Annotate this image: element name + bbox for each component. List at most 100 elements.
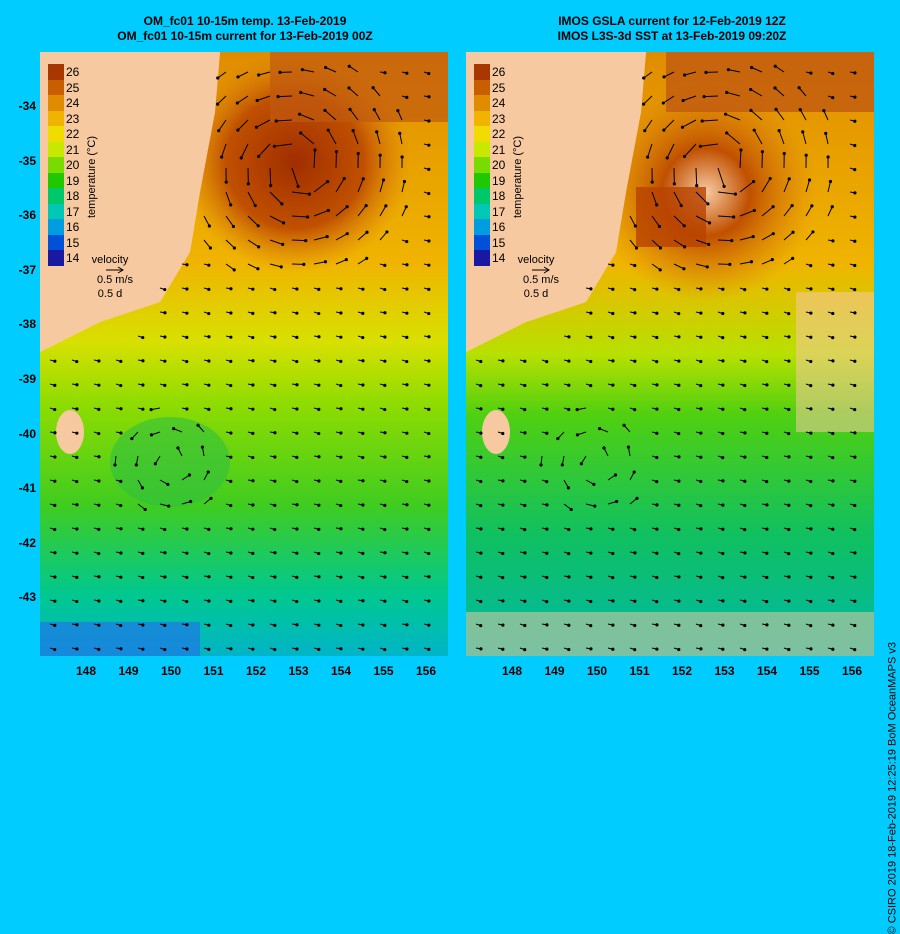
velocity-arrow-head	[831, 312, 834, 315]
velocity-arrow-head	[677, 599, 680, 602]
velocity-arrow-head	[831, 72, 834, 75]
velocity-arrow-head	[545, 432, 548, 435]
velocity-arrow-head	[721, 479, 724, 482]
velocity-arrow-head	[295, 647, 298, 650]
velocity-arrow-head	[229, 311, 232, 314]
velocity-arrow-head	[699, 311, 702, 314]
velocity-arrow-head	[743, 431, 746, 434]
velocity-arrow-head	[831, 408, 834, 411]
velocity-arrow-head	[523, 480, 526, 483]
velocity-arrow-head	[97, 504, 100, 507]
velocity-arrow-head	[809, 71, 812, 74]
longitude-label: 150	[577, 664, 617, 678]
colorbar-level-label: 16	[66, 220, 79, 234]
velocity-arrow-head	[853, 408, 856, 411]
velocity-arrow-head	[501, 456, 504, 459]
velocity-arrow-head	[567, 408, 570, 411]
velocity-arrow-head	[247, 182, 250, 185]
velocity-arrow-head	[809, 551, 812, 554]
velocity-arrow-head	[308, 192, 311, 195]
velocity-arrow-head	[427, 239, 430, 242]
velocity-arrow-head	[651, 180, 654, 183]
velocity-arrow-head	[251, 479, 254, 482]
velocity-arrow-head	[53, 551, 56, 554]
velocity-arrow-head	[229, 600, 232, 603]
velocity-arrow-head	[567, 384, 570, 387]
velocity-arrow-head	[251, 552, 254, 555]
velocity-arrow-head	[53, 360, 56, 363]
velocity-arrow-head	[765, 432, 768, 435]
velocity-arrow-head	[405, 287, 408, 290]
velocity-arrow-head	[853, 71, 856, 74]
velocity-arrow-head	[642, 76, 645, 79]
velocity-arrow-head	[317, 312, 320, 315]
velocity-arrow-head	[273, 455, 276, 458]
velocity-arrow-head	[405, 72, 408, 75]
velocity-arrow-head	[479, 600, 482, 603]
latitude-label: -38	[2, 317, 36, 331]
velocity-arrow-head	[339, 576, 342, 579]
velocity-arrow-head	[721, 528, 724, 531]
velocity-arrow-head	[721, 359, 724, 362]
right-sst-map	[466, 52, 874, 656]
velocity-arrow-head	[633, 648, 636, 651]
velocity-arrow-head	[589, 360, 592, 363]
velocity-arrow-head	[317, 599, 320, 602]
velocity-arrow-head	[655, 503, 658, 506]
velocity-arrow-head	[752, 180, 755, 183]
velocity-arrow-head	[765, 576, 768, 579]
velocity-arrow-head	[427, 192, 430, 195]
velocity-arrow-head	[853, 431, 856, 434]
velocity-arrow-head	[655, 336, 658, 339]
velocity-arrow-head	[398, 132, 401, 135]
velocity-arrow-head	[141, 648, 144, 651]
velocity-scale: 0.5 m/s	[85, 274, 145, 286]
velocity-arrow-head	[699, 504, 702, 507]
velocity-arrow-head	[501, 383, 504, 386]
velocity-arrow-head	[361, 336, 364, 339]
velocity-arrow-head	[163, 288, 166, 291]
velocity-arrow-head	[339, 647, 342, 650]
velocity-arrow-head	[295, 336, 298, 339]
velocity-arrow-head	[361, 359, 364, 362]
velocity-arrow-head	[853, 311, 856, 314]
velocity-arrow-head	[163, 360, 166, 363]
velocity-arrow-head	[298, 113, 301, 116]
velocity-arrow-head	[721, 456, 724, 459]
velocity-arrow-head	[119, 551, 122, 554]
velocity-arrow-head	[304, 239, 307, 242]
velocity-arrow-head	[361, 408, 364, 411]
velocity-arrow-head	[229, 287, 232, 290]
velocity-arrow-head	[207, 599, 210, 602]
velocity-arrow-head	[163, 600, 166, 603]
velocity-arrow-head	[831, 359, 834, 362]
velocity-arrow-head	[750, 260, 753, 263]
velocity-arrow-head	[185, 623, 188, 626]
velocity-arrow-head	[280, 265, 283, 268]
velocity-arrow-head	[753, 129, 756, 132]
velocity-arrow-head	[317, 432, 320, 435]
velocity-arrow-head	[383, 551, 386, 554]
colorbar-segment	[48, 235, 64, 251]
colorbar-segment	[474, 157, 490, 173]
velocity-arrow-head	[501, 648, 504, 651]
colorbar-level-label: 19	[492, 174, 505, 188]
longitude-label: 155	[790, 664, 830, 678]
velocity-arrow-head	[853, 455, 856, 458]
velocity-arrow-head	[385, 230, 388, 233]
colorbar-segment	[48, 250, 64, 266]
velocity-arrow-head	[809, 624, 812, 627]
velocity-arrow-head	[677, 312, 680, 315]
latitude-label: -34	[2, 99, 36, 113]
velocity-arrow-head	[317, 408, 320, 411]
velocity-arrow-head	[556, 437, 559, 440]
colorbar-segment	[474, 235, 490, 251]
velocity-arrow-head	[701, 119, 704, 122]
velocity-arrow-head	[229, 504, 232, 507]
right-title-line2: IMOS L3S-3d SST at 13-Feb-2019 09:20Z	[462, 29, 882, 44]
velocity-arrow-head	[765, 336, 768, 339]
velocity-arrow-head	[251, 359, 254, 362]
velocity-arrow-head	[172, 427, 175, 430]
velocity-arrow-head	[683, 224, 686, 227]
velocity-arrow-head	[339, 456, 342, 459]
